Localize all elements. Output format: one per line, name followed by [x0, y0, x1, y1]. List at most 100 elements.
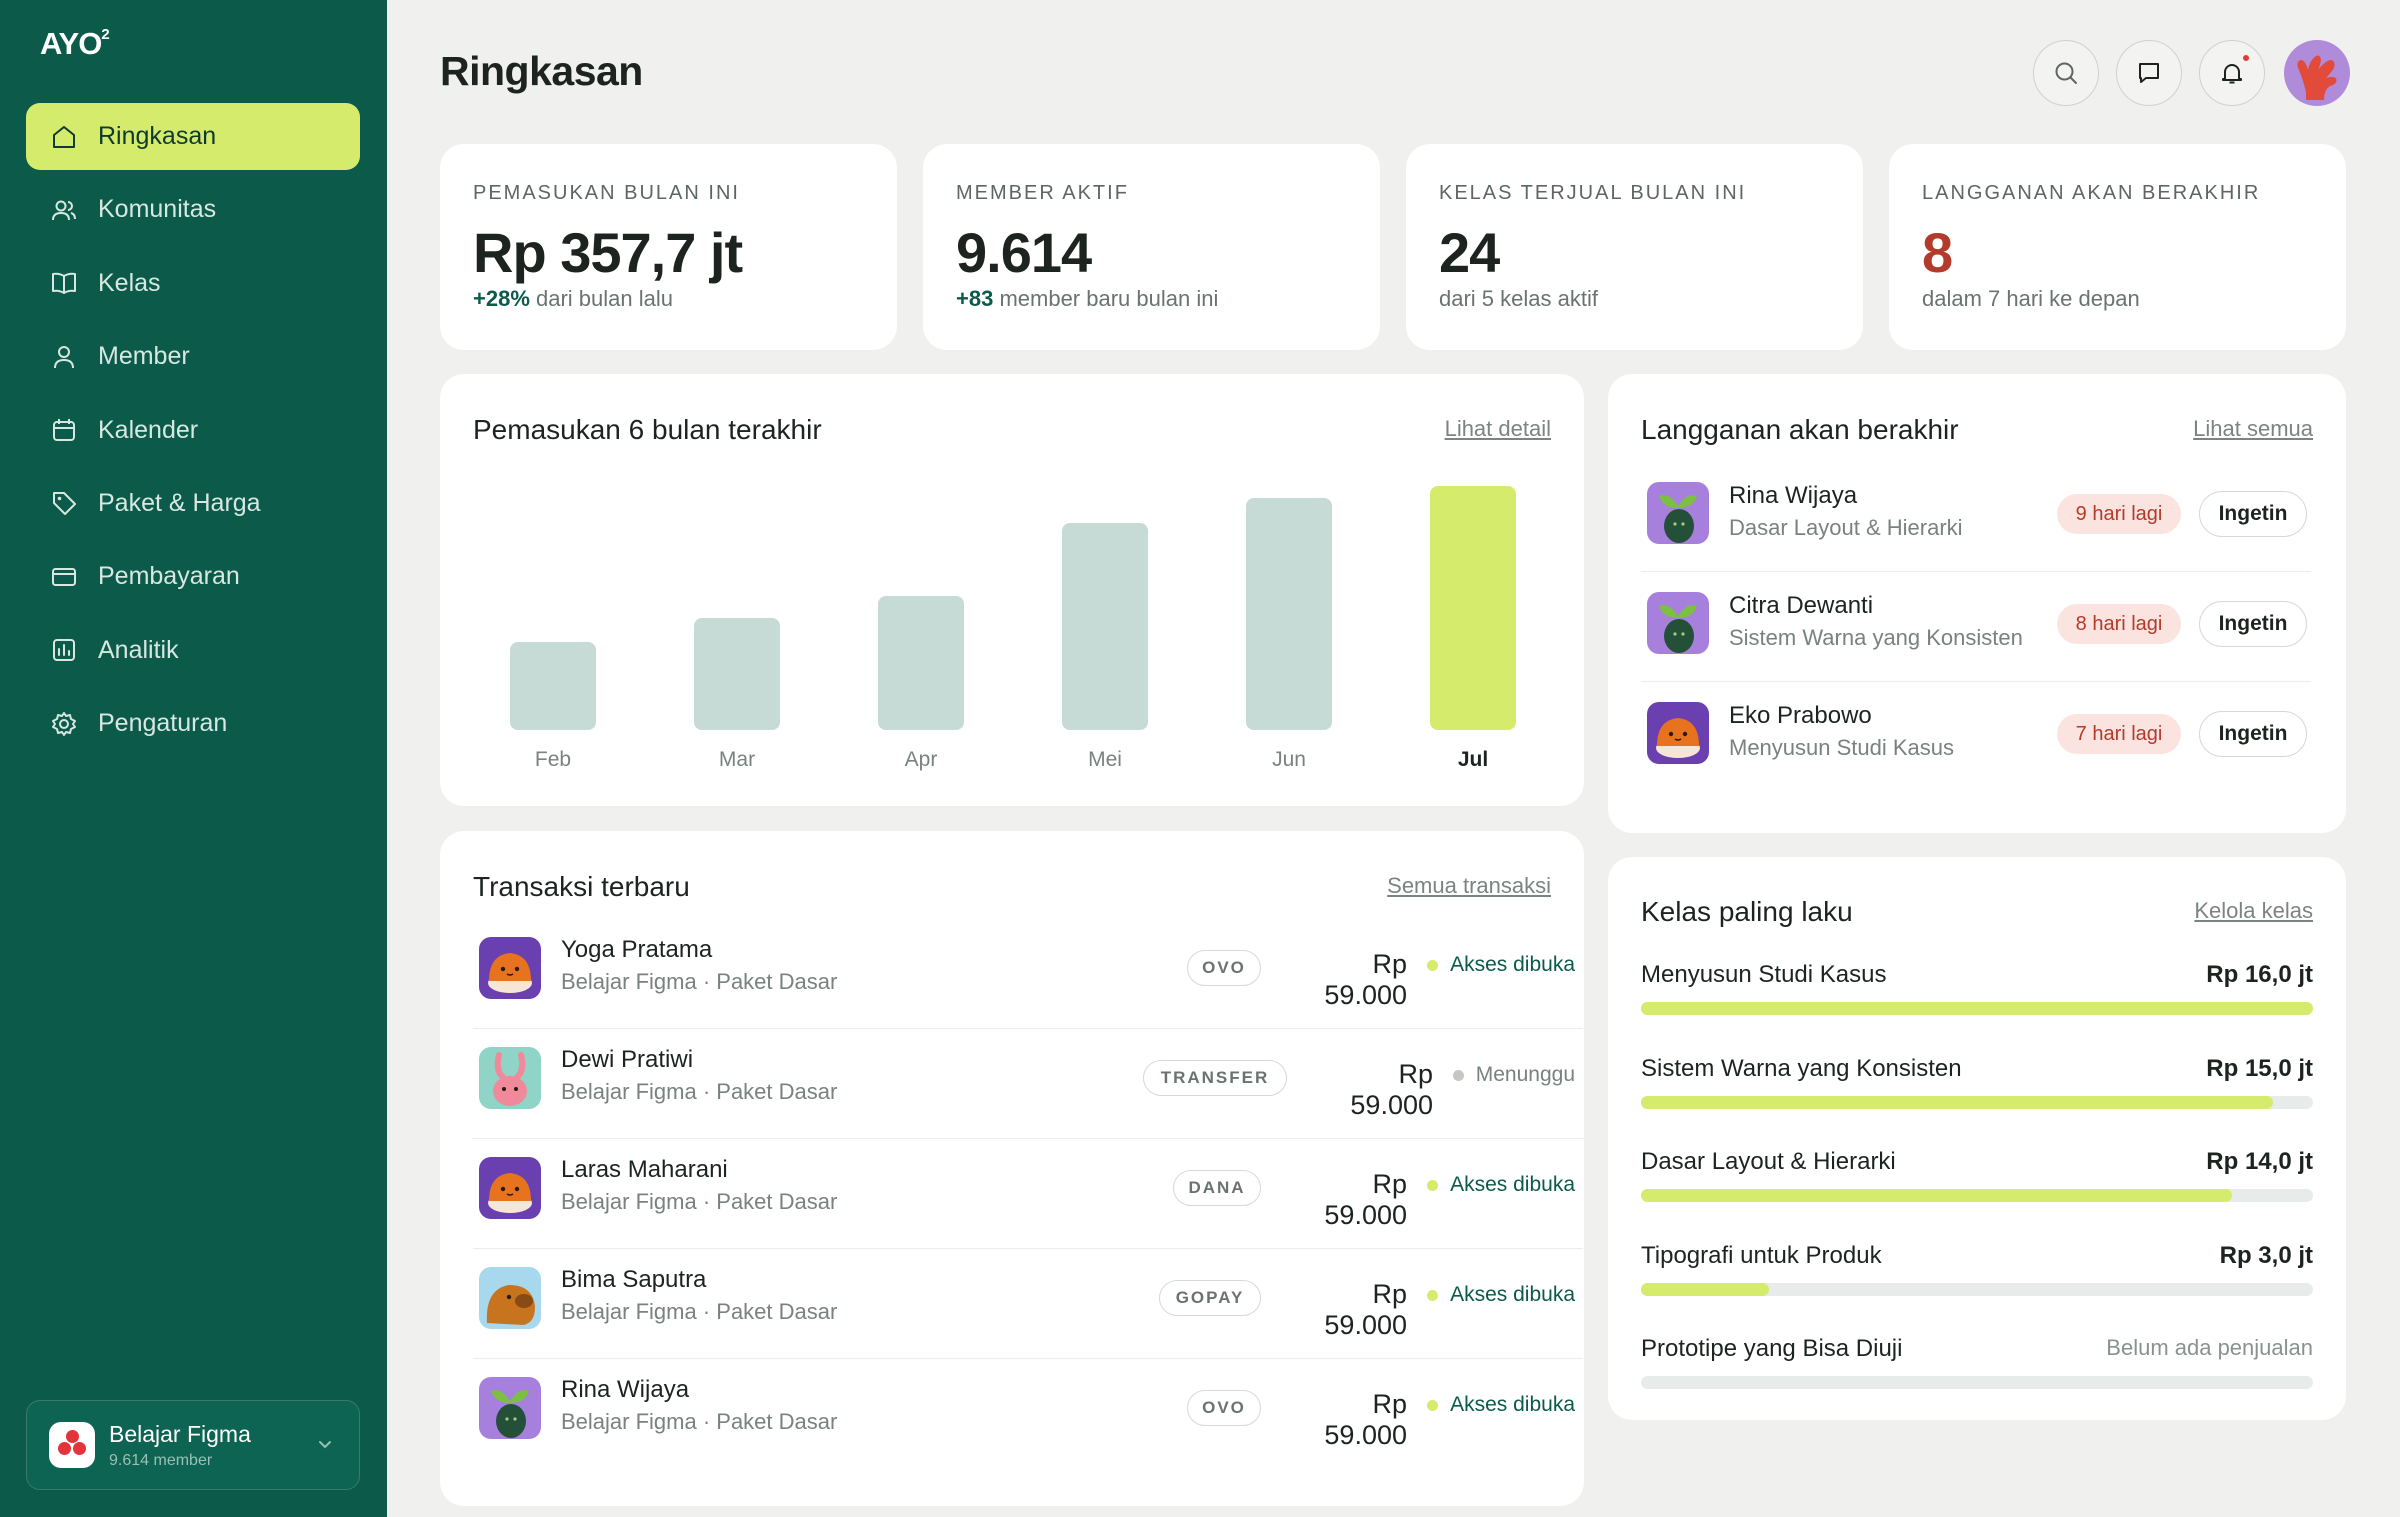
chart-x-label: Mei: [1088, 748, 1122, 771]
transaction-member-name: Laras Maharani: [561, 1156, 728, 1183]
transaction-row[interactable]: Laras Maharani Belajar Figma · Paket Dasa…: [473, 1139, 1583, 1249]
chart-bar-mar[interactable]: [694, 618, 780, 730]
transaction-status: Akses dibuka: [1427, 953, 1575, 977]
sidebar-item-komunitas[interactable]: Komunitas: [26, 176, 360, 243]
class-revenue-bar: [1641, 1189, 2313, 1202]
chart-x-label: Apr: [904, 748, 938, 771]
search-icon: [2055, 62, 2077, 84]
chart-bar-feb[interactable]: [510, 642, 596, 730]
user-avatar[interactable]: [2284, 40, 2350, 106]
users-icon: [48, 194, 80, 226]
bestsellers-title: Kelas paling laku: [1641, 896, 1853, 927]
transaction-row[interactable]: Dewi Pratiwi Belajar Figma · Paket Dasar T…: [473, 1029, 1583, 1139]
expiring-row: Eko Prabowo Menyusun Studi Kasus 7 hari la…: [1641, 682, 2311, 792]
stat-subtext: dalam 7 hari ke depan: [1922, 286, 2140, 312]
stat-subtext: +83 member baru bulan ini: [956, 286, 1218, 312]
transaction-status: Menunggu: [1452, 1063, 1575, 1087]
remind-button[interactable]: Ingetin: [2199, 601, 2307, 647]
transaction-member-name: Bima Saputra: [561, 1266, 707, 1293]
status-label: Akses dibuka: [1450, 1283, 1575, 1306]
notifications-button[interactable]: [2199, 40, 2265, 106]
expiring-member-name: Citra Dewanti: [1729, 592, 1874, 619]
sidebar-item-analitik[interactable]: Analitik: [26, 617, 360, 684]
transaction-row[interactable]: Yoga Pratama Belajar Figma · Paket Dasar O…: [473, 919, 1583, 1029]
member-avatar: [479, 937, 541, 999]
revenue-detail-link[interactable]: Lihat detail: [1444, 416, 1551, 441]
search-button[interactable]: [2033, 40, 2099, 106]
class-name: Tipografi untuk Produk: [1641, 1241, 1882, 1269]
sidebar-item-paket-harga[interactable]: Paket & Harga: [26, 470, 360, 537]
analytics-icon: [48, 634, 80, 666]
stat-subtext: +28% dari bulan lalu: [473, 286, 673, 312]
chart-bar-apr[interactable]: [878, 596, 964, 730]
transaction-row[interactable]: Bima Saputra Belajar Figma · Paket Dasar G…: [473, 1249, 1583, 1359]
messages-button[interactable]: [2116, 40, 2182, 106]
see-all-expiring-link[interactable]: Lihat semua: [2193, 416, 2313, 441]
bell-icon: [2222, 64, 2242, 84]
sidebar-item-label: Paket & Harga: [98, 488, 261, 517]
stat-label: LANGGANAN AKAN BERAKHIR: [1922, 182, 2261, 204]
transaction-status: Akses dibuka: [1427, 1173, 1575, 1197]
chart-x-label: Jul: [1457, 748, 1489, 771]
class-revenue-fill: [1641, 1282, 1769, 1296]
chart-bar-mei[interactable]: [1062, 523, 1148, 730]
transaction-row[interactable]: Rina Wijaya Belajar Figma · Paket Dasar OV…: [473, 1359, 1583, 1469]
class-name: Sistem Warna yang Konsisten: [1641, 1054, 1962, 1082]
status-dot: [1427, 1289, 1439, 1301]
sidebar-item-label: Ringkasan: [98, 122, 217, 150]
expiring-course: Sistem Warna yang Konsisten: [1729, 625, 2023, 650]
stat-delta: +28%: [473, 286, 530, 311]
sidebar: AYO2 Ringkasan Komunitas Kelas Member Kalend…: [0, 0, 387, 1517]
expiring-course: Menyusun Studi Kasus: [1729, 735, 1955, 760]
payment-method-badge: GOPAY: [1159, 1280, 1261, 1316]
manage-classes-link[interactable]: Kelola kelas: [2194, 898, 2313, 923]
transactions-card: Transaksi terbaru Semua transaksi Yoga P…: [440, 831, 1584, 1506]
sidebar-item-ringkasan[interactable]: Ringkasan: [26, 103, 360, 170]
member-avatar: [479, 1377, 541, 1439]
transaction-member-name: Yoga Pratama: [561, 936, 713, 963]
expiring-member-name: Eko Prabowo: [1729, 702, 1872, 729]
class-revenue-fill: [1641, 1095, 2273, 1109]
member-avatar: [1647, 482, 1709, 544]
book-icon: [48, 267, 80, 299]
sidebar-item-kelas[interactable]: Kelas: [26, 250, 360, 317]
transaction-amount: Rp 59.000: [1324, 1169, 1407, 1230]
class-revenue-fill: [1641, 1002, 2313, 1015]
member-avatar: [1647, 702, 1709, 764]
app-logo[interactable]: AYO2: [40, 25, 110, 61]
days-remaining-badge: 7 hari lagi: [2057, 714, 2181, 754]
credit-card-icon: [48, 561, 80, 593]
remind-button[interactable]: Ingetin: [2199, 491, 2307, 537]
workspace-logo: [49, 1422, 95, 1468]
chart-x-label: Mar: [718, 748, 756, 771]
sidebar-item-label: Analitik: [98, 635, 179, 664]
chart-x-label: Feb: [534, 748, 572, 771]
remind-button[interactable]: Ingetin: [2199, 711, 2307, 757]
member-avatar: [479, 1267, 541, 1329]
transaction-course: Belajar Figma · Paket Dasar: [561, 1299, 838, 1324]
all-transactions-link[interactable]: Semua transaksi: [1387, 873, 1551, 898]
payment-method-badge: OVO: [1187, 1390, 1261, 1426]
message-icon: [2139, 63, 2159, 83]
status-dot: [1427, 1399, 1439, 1411]
revenue-chart-card: Pemasukan 6 bulan terakhir Lihat detail …: [440, 374, 1584, 806]
sidebar-item-pengaturan[interactable]: Pengaturan: [26, 690, 360, 757]
member-avatar: [479, 1157, 541, 1219]
stat-delta: +83: [956, 286, 994, 311]
workspace-member-count: 9.614 member: [109, 1451, 213, 1469]
class-revenue: Belum ada penjualan: [2106, 1335, 2313, 1360]
class-revenue: Rp 15,0 jt: [2206, 1054, 2313, 1082]
gear-icon: [48, 708, 80, 740]
sidebar-item-pembayaran[interactable]: Pembayaran: [26, 543, 360, 610]
stat-label: PEMASUKAN BULAN INI: [473, 182, 740, 204]
sidebar-item-member[interactable]: Member: [26, 323, 360, 390]
chart-bar-jun[interactable]: [1246, 498, 1332, 730]
stat-note: dalam 7 hari ke depan: [1922, 286, 2140, 311]
workspace-switcher[interactable]: Belajar Figma 9.614 member: [26, 1400, 360, 1490]
member-avatar: [1647, 592, 1709, 654]
sidebar-item-kalender[interactable]: Kalender: [26, 397, 360, 464]
notification-dot: [2241, 53, 2251, 63]
sidebar-item-label: Kelas: [98, 268, 161, 297]
chart-bar-jul[interactable]: [1430, 486, 1516, 730]
status-label: Akses dibuka: [1450, 953, 1575, 976]
